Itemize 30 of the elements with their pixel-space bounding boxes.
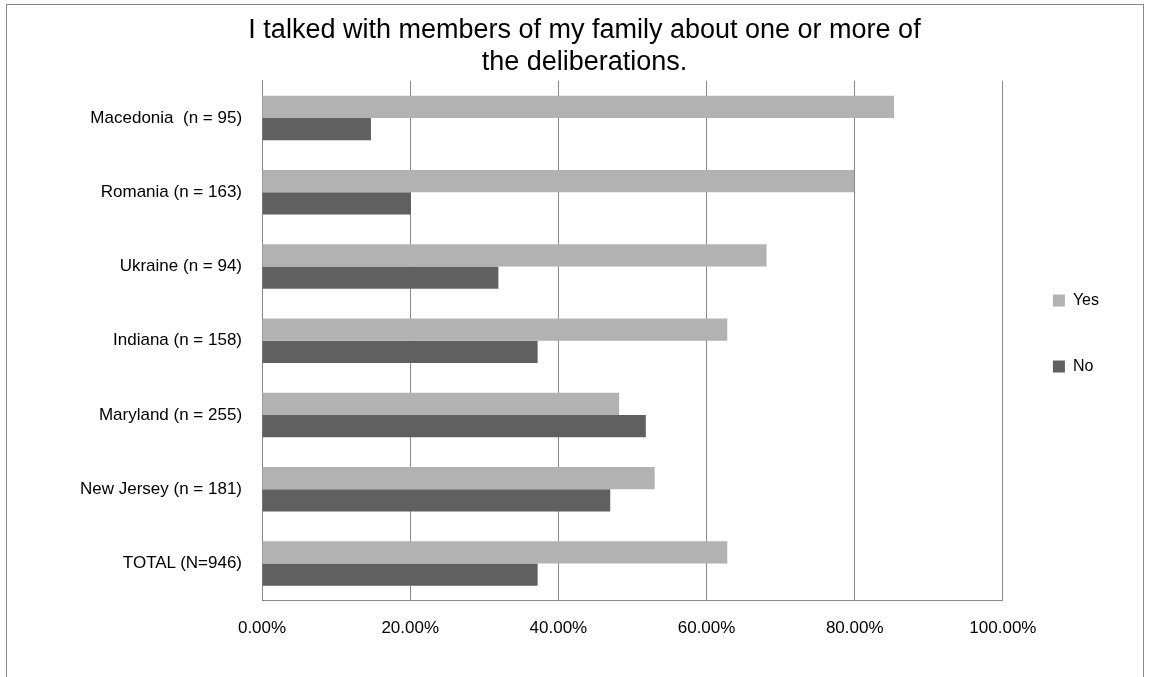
- x-tick-label: 0.00%: [237, 618, 287, 638]
- y-tick-label: Macedonia (n = 95): [90, 107, 243, 127]
- bar: [262, 244, 767, 267]
- bar: [262, 266, 499, 289]
- bar: [262, 192, 411, 215]
- bar: [262, 489, 611, 512]
- bar: [262, 414, 646, 438]
- x-tick-label: 20.00%: [381, 618, 440, 638]
- bar: [262, 466, 655, 490]
- y-tick-label: Romania (n = 163): [100, 181, 243, 201]
- y-tick-label: Maryland (n = 255): [98, 404, 243, 424]
- bar: [262, 117, 371, 141]
- y-tick-label: TOTAL (N=946): [122, 553, 243, 573]
- bar: [262, 95, 894, 118]
- legend-label: No: [1072, 356, 1094, 374]
- y-tick-label: New Jersey (n = 181): [79, 478, 243, 498]
- y-tick-label: Indiana (n = 158): [113, 330, 243, 350]
- chart-title: I talked with members of my family about one or more of the deliberations.: [248, 13, 922, 77]
- x-tick-label: 100.00%: [969, 618, 1037, 638]
- bar: [262, 541, 728, 564]
- bar: [262, 340, 538, 363]
- x-tick-label: 40.00%: [529, 618, 588, 638]
- y-tick-label: Ukraine (n = 94): [119, 256, 243, 276]
- bar: [262, 318, 728, 341]
- x-tick-label: 60.00%: [677, 618, 736, 638]
- bar: [262, 392, 620, 415]
- x-tick-label: 80.00%: [825, 618, 884, 638]
- legend-label: Yes: [1072, 290, 1100, 308]
- bar: [262, 563, 538, 586]
- bar: [262, 169, 854, 193]
